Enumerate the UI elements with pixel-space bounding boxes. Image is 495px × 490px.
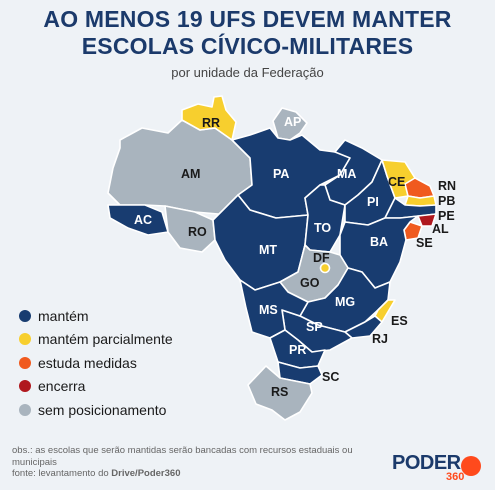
state-label-AL: AL [432,222,449,236]
legend-item-mantem: mantém [19,304,173,328]
footer-source: fonte: levantamento do Drive/Poder360 [12,468,382,480]
logo-sun-icon [461,456,481,476]
state-label-SE: SE [416,236,433,250]
footer-source-name: Drive/Poder360 [111,468,180,479]
state-label-BA: BA [370,235,388,249]
state-label-RN: RN [438,179,456,193]
legend-label: sem posicionamento [38,402,166,418]
poder360-logo: PODER 360 [392,452,488,484]
state-label-RO: RO [188,225,207,239]
legend-item-mantem-parcialmente: mantém parcialmente [19,328,173,352]
state-label-PB: PB [438,194,455,208]
state-label-PI: PI [367,195,379,209]
legend-swatch [19,404,31,416]
state-label-MS: MS [259,303,278,317]
state-label-DF: DF [313,251,330,265]
legend-item-estuda-medidas: estuda medidas [19,351,173,375]
legend-label: mantém [38,308,89,324]
state-label-ES: ES [391,314,408,328]
legend-item-sem-posicionamento: sem posicionamento [19,398,173,422]
legend-swatch [19,310,31,322]
state-label-RS: RS [271,385,288,399]
legend-label: encerra [38,378,85,394]
footer-observation: obs.: as escolas que serão mantidas serã… [12,445,382,468]
footer-notes: obs.: as escolas que serão mantidas serã… [12,445,382,480]
state-label-SP: SP [306,320,323,334]
footer-source-prefix: fonte: levantamento do [12,468,111,479]
legend-label: mantém parcialmente [38,331,173,347]
state-label-MT: MT [259,243,277,257]
map-legend: mantém mantém parcialmente estuda medidas e… [19,304,173,422]
state-label-MG: MG [335,295,355,309]
state-label-MA: MA [337,167,356,181]
legend-swatch [19,333,31,345]
state-label-GO: GO [300,276,320,290]
state-label-AM: AM [181,167,200,181]
state-label-AC: AC [134,213,152,227]
legend-swatch [19,380,31,392]
logo-number: 360 [446,471,464,483]
state-label-RJ: RJ [372,332,388,346]
state-label-TO: TO [314,221,331,235]
state-label-AP: AP [284,115,301,129]
state-label-PE: PE [438,209,455,223]
legend-label: estuda medidas [38,355,137,371]
state-RN [405,178,434,198]
legend-item-encerra: encerra [19,375,173,399]
state-label-SC: SC [322,370,339,384]
state-label-RR: RR [202,116,220,130]
state-label-PA: PA [273,167,289,181]
state-label-CE: CE [388,175,405,189]
legend-swatch [19,357,31,369]
state-label-PR: PR [289,343,306,357]
